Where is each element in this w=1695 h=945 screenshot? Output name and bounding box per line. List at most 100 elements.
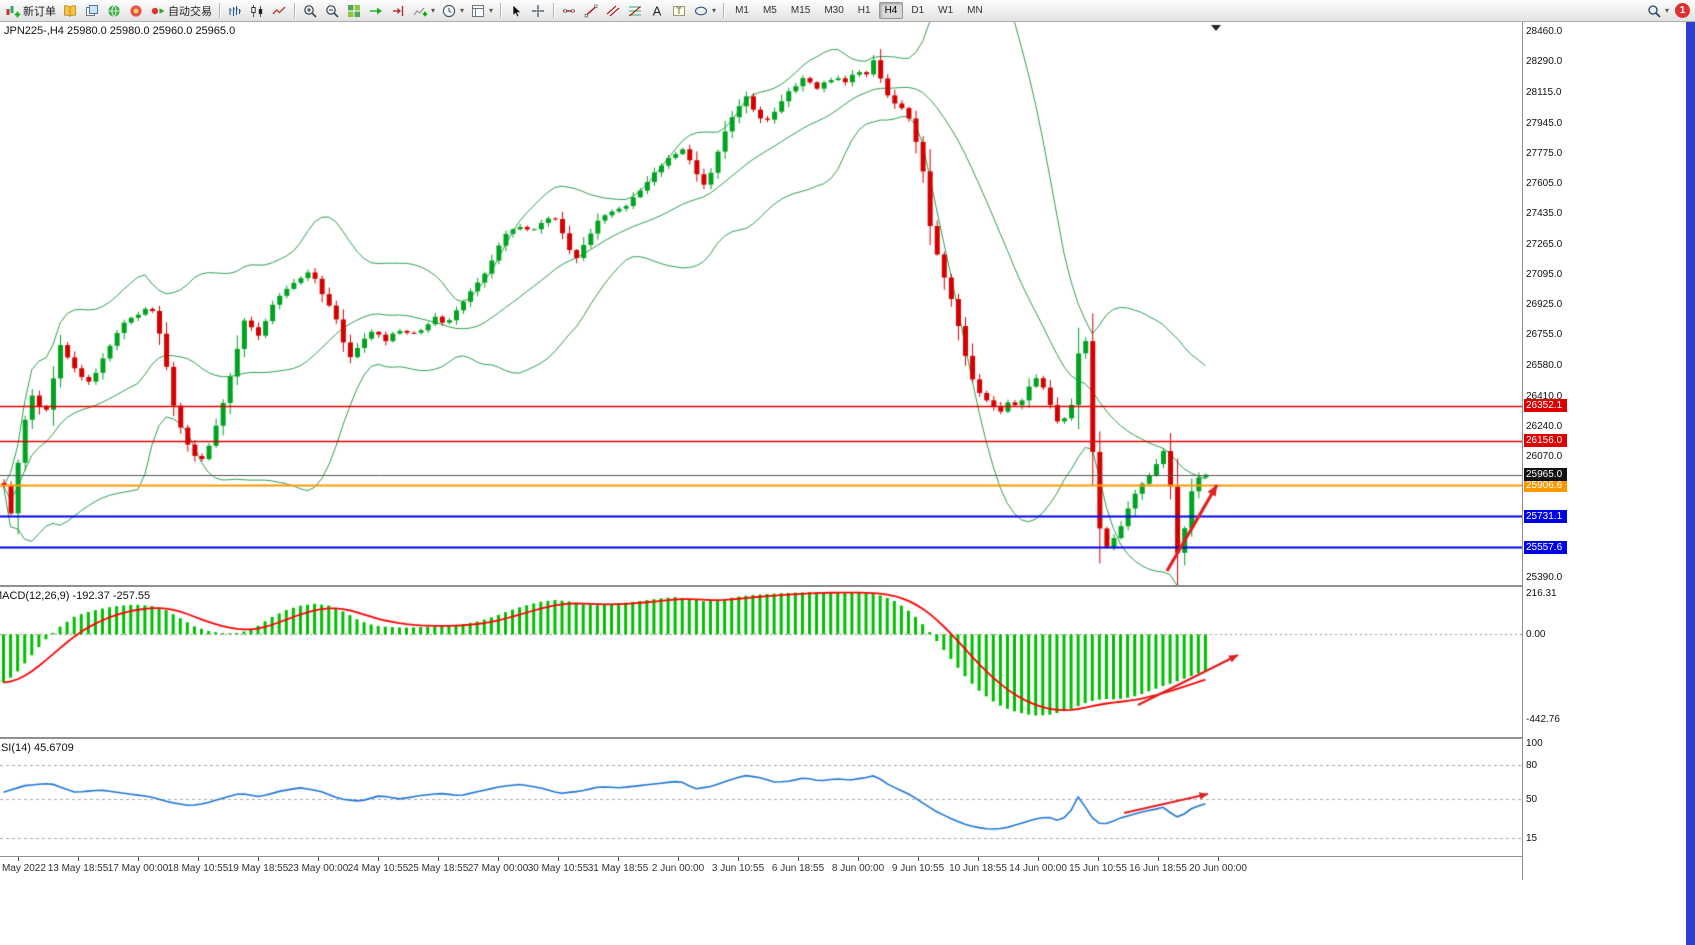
- timeframe-d1-button[interactable]: D1: [911, 5, 925, 16]
- crosshair-icon: [532, 4, 545, 17]
- globe-green-icon: [108, 4, 120, 17]
- trend-icon: [584, 4, 598, 17]
- timeframe-m5-button[interactable]: M5: [762, 5, 777, 16]
- axis-tick: [1158, 857, 1159, 861]
- price-pane[interactable]: JPN225-,H4 25980.0 25980.0 25960.0 25965…: [0, 22, 1522, 585]
- notification-badge[interactable]: 1: [1675, 3, 1690, 18]
- line-chart-button[interactable]: [268, 1, 290, 21]
- timeframe-h4-button[interactable]: H4: [878, 2, 904, 19]
- pane-separator[interactable]: [0, 585, 1568, 587]
- price-tick: 27775.0: [1526, 147, 1563, 159]
- chart-title: JPN225-,H4 25980.0 25980.0 25960.0 25965…: [4, 25, 235, 37]
- community-globe-icon[interactable]: [103, 1, 125, 21]
- text-button[interactable]: A: [646, 1, 668, 21]
- chart-shift-button[interactable]: [387, 1, 409, 21]
- auto-scroll-button[interactable]: [365, 1, 387, 21]
- search-button[interactable]: ▾: [1643, 1, 1672, 21]
- current-price-label: 25965.0: [1524, 468, 1567, 482]
- axis-tick: [258, 857, 259, 861]
- time-label: 31 May 18:55: [587, 863, 649, 874]
- axis-tick: [678, 857, 679, 861]
- axis-tick: [318, 857, 319, 861]
- pane-separator[interactable]: [0, 737, 1568, 739]
- macd-canvas[interactable]: [0, 587, 1522, 737]
- toolbar-separator: [553, 3, 555, 18]
- timeframe-m30-button[interactable]: M30: [824, 5, 844, 16]
- timeframe-h1-button[interactable]: H1: [857, 5, 871, 16]
- autotrade-button[interactable]: 自动交易: [147, 1, 215, 21]
- axis-tick: [78, 857, 79, 861]
- rsi-pane[interactable]: RSI(14) 45.6709: [0, 739, 1522, 856]
- macd-scale-label: 0.00: [1526, 629, 1546, 641]
- cursor-button[interactable]: [505, 1, 527, 21]
- time-label: 18 May 10:55: [167, 863, 229, 874]
- axis-tick: [378, 857, 379, 861]
- fibonacci-button[interactable]: [624, 1, 646, 21]
- price-tick: 26580.0: [1526, 360, 1563, 372]
- time-label: 16 Jun 18:55: [1129, 863, 1187, 874]
- window-edge-strip: [1686, 0, 1695, 945]
- crosshair-button[interactable]: [527, 1, 549, 21]
- timeframe-m15-button[interactable]: M15: [790, 5, 811, 16]
- macd-pane[interactable]: MACD(12,26,9) -192.37 -257.55: [0, 587, 1522, 737]
- axis-tick: [858, 857, 859, 861]
- chevron-down-icon: ▾: [712, 6, 717, 15]
- channel-button[interactable]: [602, 1, 624, 21]
- price-tick: 25390.0: [1526, 572, 1563, 583]
- axis-tick: [1218, 857, 1219, 861]
- clock-icon: [442, 4, 456, 17]
- periods-button[interactable]: ▾: [438, 1, 467, 21]
- price-tick: 27605.0: [1526, 178, 1563, 190]
- zoom-out-button[interactable]: [321, 1, 343, 21]
- price-line-label: 25906.6: [1524, 478, 1567, 492]
- time-label: 23 May 00:00: [287, 863, 349, 874]
- new-order-button[interactable]: 新订单: [2, 1, 59, 21]
- new-order-icon: [6, 5, 21, 17]
- macd-title: MACD(12,26,9) -192.37 -257.55: [0, 590, 150, 602]
- time-label: 14 Jun 00:00: [1009, 863, 1067, 874]
- shapes-icon: [694, 6, 708, 15]
- chevron-down-icon: ▾: [460, 6, 465, 15]
- bars-icon: [229, 5, 241, 16]
- indicators-icon: [413, 7, 428, 16]
- macd-scale-label: -442.76: [1526, 714, 1560, 725]
- autotrade-button-label: 自动交易: [168, 5, 212, 18]
- time-axis[interactable]: May 2022 13 May 18:55 17 May 00:00 18 May 1…: [0, 856, 1568, 880]
- trendline-button[interactable]: [580, 1, 602, 21]
- candle-chart-button[interactable]: [246, 1, 268, 21]
- templates-button[interactable]: ▾: [467, 1, 496, 21]
- axis-tick: [978, 857, 979, 861]
- time-label: 27 May 00:00: [467, 863, 529, 874]
- horizontal-line-button[interactable]: [558, 1, 580, 21]
- publisher-icon[interactable]: [81, 1, 103, 21]
- time-label: 3 Jun 10:55: [711, 863, 765, 874]
- price-tick: 28115.0: [1526, 87, 1562, 99]
- timeframe-w1-button[interactable]: W1: [938, 5, 954, 16]
- price-chart-canvas[interactable]: [0, 22, 1522, 585]
- axis-tick: [138, 857, 139, 861]
- symbol-period-label: JPN225-,H4: [4, 25, 64, 37]
- bar-chart-button[interactable]: [224, 1, 246, 21]
- rsi-canvas[interactable]: [0, 739, 1522, 856]
- new-order-button-label: 新订单: [23, 5, 56, 18]
- time-label: 10 Jun 18:55: [949, 863, 1007, 874]
- timeframe-m1-button[interactable]: M1: [735, 5, 749, 16]
- axis-tick: [918, 857, 919, 861]
- zoom-in-icon: [304, 4, 317, 18]
- shapes-button[interactable]: ▾: [690, 1, 719, 21]
- text-label-button[interactable]: T: [668, 1, 690, 21]
- zoom-in-button[interactable]: [299, 1, 321, 21]
- timeframe-mn-button[interactable]: MN: [967, 5, 983, 16]
- autoscroll-icon: [370, 7, 382, 14]
- guide-book-icon[interactable]: [59, 1, 81, 21]
- axis-tick: [198, 857, 199, 861]
- svg-text:T: T: [676, 5, 682, 15]
- market-globe-icon[interactable]: [125, 1, 147, 21]
- tile-windows-button[interactable]: [343, 1, 365, 21]
- hline-icon: [563, 8, 576, 13]
- price-tick: 26410.0: [1526, 390, 1563, 402]
- rsi-scale-label: 15: [1526, 833, 1538, 845]
- price-scale[interactable]: 28460.0 28290.0 28115.0 27945.0 27775.0 27605…: [1522, 22, 1568, 880]
- indicators-button[interactable]: ▾: [409, 1, 438, 21]
